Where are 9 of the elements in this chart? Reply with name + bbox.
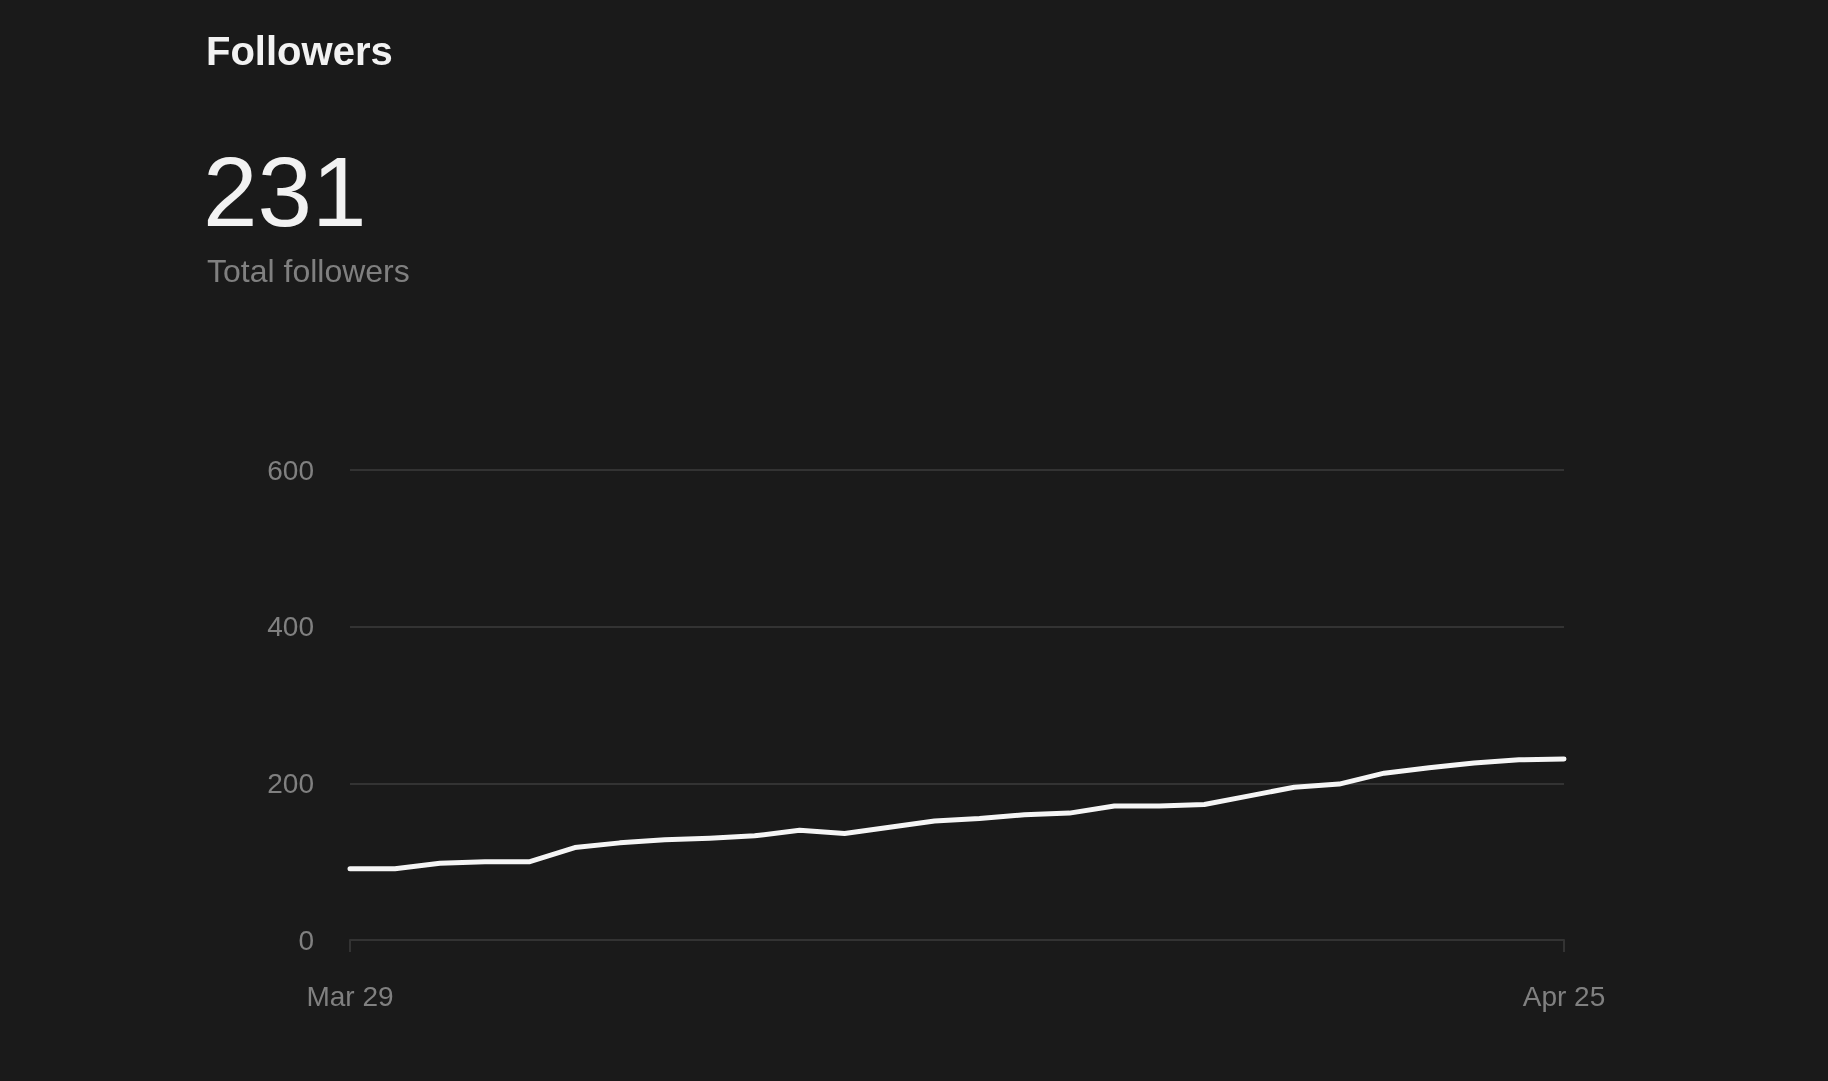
x-tick-label: Apr 25	[1522, 980, 1606, 1012]
chart-subtitle: 231	[203, 137, 367, 247]
chart-title: Followers	[206, 29, 393, 73]
y-tick-label: 200	[267, 767, 314, 799]
y-tick-label: 600	[267, 454, 314, 486]
y-tick-label: 0	[298, 924, 314, 956]
x-tick-label: Mar 29	[306, 980, 394, 1012]
text: Total followers	[207, 253, 410, 289]
y-tick-label: 400	[267, 611, 314, 643]
